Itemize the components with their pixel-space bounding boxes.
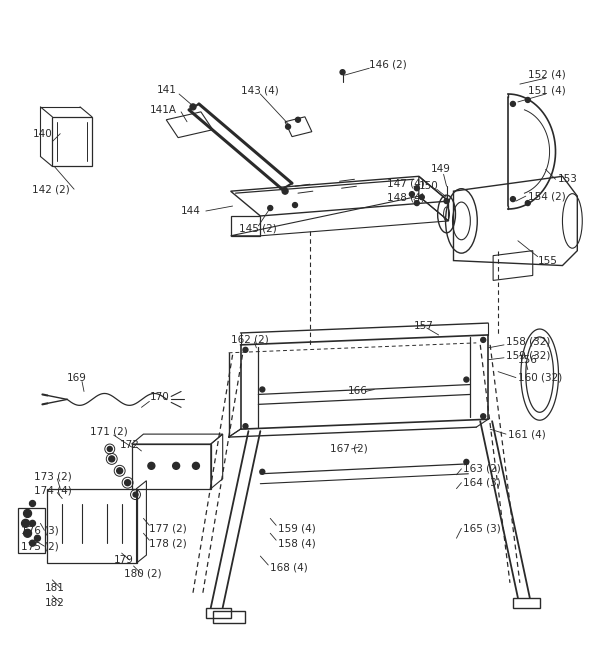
Circle shape (414, 200, 419, 206)
Text: 182: 182 (44, 598, 64, 608)
Text: 180 (2): 180 (2) (124, 569, 161, 579)
Circle shape (409, 192, 414, 196)
Circle shape (260, 469, 265, 474)
Text: 173 (2): 173 (2) (34, 472, 72, 482)
Text: 179: 179 (114, 555, 133, 565)
Text: 170: 170 (149, 392, 169, 403)
Text: 175 (2): 175 (2) (21, 541, 58, 551)
Circle shape (34, 535, 41, 541)
Circle shape (24, 529, 31, 537)
Circle shape (190, 104, 196, 110)
Text: 167 (2): 167 (2) (330, 444, 368, 454)
Circle shape (481, 337, 486, 343)
Circle shape (243, 424, 248, 428)
Circle shape (22, 519, 30, 527)
Text: 161 (4): 161 (4) (508, 429, 546, 439)
Circle shape (286, 125, 290, 129)
Circle shape (419, 194, 424, 200)
Text: 162 (2): 162 (2) (231, 335, 268, 345)
Text: 148 (4): 148 (4) (387, 192, 425, 202)
Text: 153: 153 (558, 174, 578, 185)
Text: 143 (4): 143 (4) (241, 85, 278, 95)
Circle shape (107, 447, 112, 451)
Text: 169: 169 (67, 372, 87, 383)
Text: 141: 141 (156, 85, 176, 95)
Text: 172: 172 (120, 440, 140, 450)
Text: 146 (2): 146 (2) (369, 59, 407, 69)
Circle shape (481, 414, 486, 418)
Circle shape (414, 186, 419, 190)
Text: 157: 157 (414, 321, 434, 331)
Circle shape (510, 196, 516, 202)
Circle shape (24, 509, 31, 517)
Text: 166: 166 (348, 386, 368, 397)
Text: 164 (3): 164 (3) (463, 478, 501, 488)
Circle shape (282, 188, 288, 194)
Text: 177 (2): 177 (2) (149, 523, 187, 533)
Circle shape (30, 521, 35, 527)
Text: 159 (32): 159 (32) (506, 351, 550, 360)
Circle shape (293, 202, 297, 208)
Circle shape (30, 501, 35, 507)
Text: 158 (32): 158 (32) (506, 337, 550, 347)
Circle shape (296, 117, 300, 123)
Text: 158 (4): 158 (4) (278, 538, 316, 548)
Circle shape (192, 463, 199, 469)
Circle shape (340, 70, 345, 74)
Text: 140: 140 (32, 129, 53, 138)
Text: 147 (4): 147 (4) (387, 178, 425, 188)
Text: 174 (4): 174 (4) (34, 486, 72, 496)
Circle shape (173, 463, 179, 469)
Text: 151 (4): 151 (4) (528, 85, 566, 95)
Text: 152 (4): 152 (4) (528, 69, 566, 79)
Text: 159 (4): 159 (4) (278, 523, 316, 533)
Text: 150: 150 (419, 181, 438, 191)
Circle shape (464, 459, 469, 465)
Text: 145 (2): 145 (2) (238, 224, 276, 234)
Text: 144: 144 (181, 206, 201, 216)
Circle shape (510, 101, 516, 106)
Text: 149: 149 (431, 164, 451, 175)
Circle shape (243, 347, 248, 353)
Circle shape (148, 463, 155, 469)
Text: 171 (2): 171 (2) (90, 426, 127, 436)
Circle shape (117, 468, 123, 474)
Circle shape (260, 387, 265, 392)
Text: 165 (3): 165 (3) (463, 523, 501, 533)
Circle shape (124, 480, 130, 486)
Text: 154 (2): 154 (2) (528, 191, 566, 201)
Text: 142 (2): 142 (2) (32, 185, 70, 194)
Circle shape (30, 540, 35, 546)
Text: 155: 155 (537, 256, 558, 266)
Text: 156: 156 (518, 355, 537, 364)
Circle shape (525, 200, 530, 206)
Circle shape (268, 206, 273, 210)
Text: 168 (4): 168 (4) (270, 563, 308, 573)
Circle shape (109, 456, 114, 462)
Circle shape (444, 198, 449, 204)
Text: 176 (3): 176 (3) (21, 525, 58, 535)
Circle shape (133, 492, 138, 497)
Text: 163 (2): 163 (2) (463, 464, 501, 474)
Text: 178 (2): 178 (2) (149, 538, 187, 548)
Text: 160 (32): 160 (32) (518, 372, 562, 383)
Circle shape (525, 98, 530, 102)
Text: 141A: 141A (149, 105, 176, 115)
Text: 181: 181 (44, 583, 64, 593)
Circle shape (464, 377, 469, 382)
